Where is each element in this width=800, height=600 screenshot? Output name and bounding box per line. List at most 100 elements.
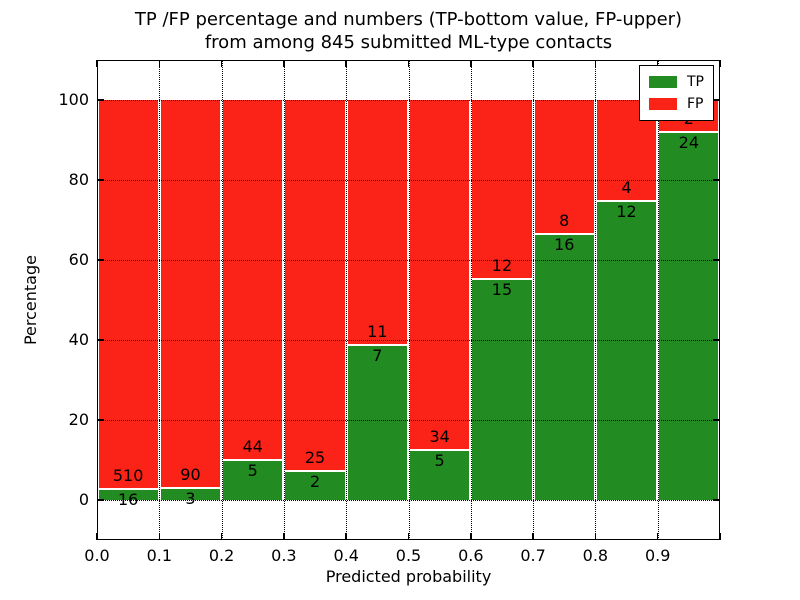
y-tick-label: 80 [68,170,89,189]
y-tick-label: 40 [68,330,89,349]
x-tick-mark-top [283,60,285,67]
bar-segment-fp [160,100,221,488]
bar: 4 12 [596,100,657,500]
bar-segment-tp [534,233,594,500]
legend: TP FP [639,65,714,121]
x-tick-mark-top [594,60,597,67]
bar-segment-fp [472,100,532,278]
x-axis-label: Predicted probability [325,567,492,586]
x-tick-mark [220,533,223,540]
x-tick-mark [470,533,472,540]
x-tick-mark [158,533,161,540]
y-tick-mark [97,179,104,181]
legend-label-tp: TP [687,74,704,90]
y-tick-mark [97,99,104,101]
bar-segment-fp [347,100,407,345]
fp-count-label: 44 [242,437,263,457]
bar-segment-tp [472,277,532,500]
y-axis-label: Percentage [20,254,40,345]
x-tick-mark [532,533,534,540]
x-gridline [595,60,597,540]
bar-segment-tp [659,130,719,500]
x-gridline [657,60,659,540]
y-tick-label: 60 [68,250,89,269]
x-tick-label: 0.1 [146,546,173,565]
fp-count-label: 8 [559,211,570,231]
y-tick-label: 0 [78,490,89,509]
x-tick-mark-top [96,60,98,67]
x-gridline [470,60,472,540]
fp-count-label: 90 [180,465,201,485]
x-tick-label: 0.3 [271,546,297,565]
tp-count-label: 16 [117,489,139,509]
bar: 224 [659,100,719,500]
x-tick-label: 0.4 [333,546,359,565]
bar: 90 3 [160,100,221,508]
x-tick-label: 0.6 [458,546,484,565]
tp-count-label: 16 [554,235,575,255]
y-tick-mark-right [713,259,720,261]
x-tick-mark-top [220,60,223,67]
x-tick-mark-top [470,60,472,67]
bar-segment-tp [98,487,158,500]
x-tick-mark-top [345,60,347,67]
legend-item-tp: TP [649,71,704,93]
x-tick-mark [283,533,285,540]
x-gridline [346,60,348,540]
y-tick-mark-right [713,99,720,101]
x-tick-label: 0.2 [208,546,235,565]
fp-count-label: 11 [367,322,388,342]
y-tick-mark-right [713,499,720,501]
tp-count-label: 15 [491,279,513,299]
x-tick-mark-top [719,60,721,67]
bar: 510 16 [98,100,158,509]
x-tick-mark [96,533,98,540]
x-gridline [533,60,535,540]
legend-label-fp: FP [687,96,704,112]
bar: 12 15 [472,100,532,500]
bar-segment-fp [285,100,345,471]
y-tick-mark [97,499,104,501]
chart-title: TP /FP percentage and numbers (TP-bottom… [97,8,720,54]
y-tick-label: 100 [58,90,89,109]
x-tick-label: 0.7 [520,546,546,565]
legend-item-fp: FP [649,93,704,115]
bar: 44 5 [223,100,283,500]
tp-count-label: 3 [185,489,196,509]
fp-count-label: 34 [429,426,450,446]
tp-count-label: 2 [309,472,321,492]
x-tick-mark-top [656,60,659,67]
bar-segment-tp [347,344,407,500]
bar-segment-tp [160,487,221,500]
tp-count-label: 24 [678,132,700,152]
bar-segment-fp [98,100,158,488]
x-tick-mark-top [532,60,534,67]
y-tick-mark [97,259,104,261]
bar-segment-fp [410,100,470,449]
chart-title-line2: from among 845 submitted ML-type contact… [204,32,613,53]
bar: 25 2 [285,100,345,500]
x-gridline [221,60,223,540]
bar-segment-tp [596,200,657,500]
bar: 34 5 [410,100,470,500]
x-tick-label: 0.0 [84,546,110,565]
x-tick-mark [345,533,347,540]
bar-segment-fp [534,100,594,234]
fp-count-label: 4 [621,178,632,197]
legend-swatch-tp [649,76,677,88]
x-tick-mark [594,533,597,540]
y-tick-mark-right [713,419,720,421]
chart-title-line1: TP /FP percentage and numbers (TP-bottom… [134,9,683,30]
tp-count-label: 5 [434,450,445,470]
y-tick-label: 20 [68,410,89,429]
x-gridline [283,60,285,540]
x-tick-label: 0.8 [582,546,609,565]
bar: 11 7 [347,100,407,500]
legend-swatch-fp [649,98,677,110]
x-tick-mark [407,533,410,540]
x-tick-mark-top [158,60,161,67]
bar: 8 16 [534,100,594,500]
tp-count-label: 5 [247,461,258,481]
x-tick-label: 0.5 [395,546,422,565]
